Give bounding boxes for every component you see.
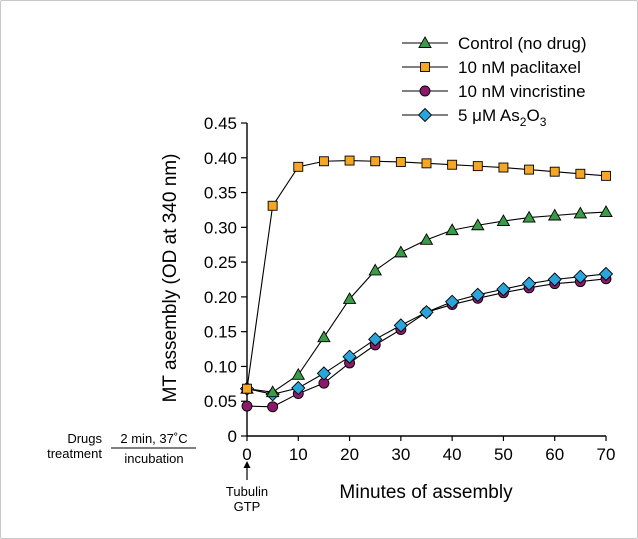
x-tick-label: 30 bbox=[391, 445, 410, 464]
data-point-paclitaxel bbox=[575, 168, 586, 179]
x-tick-label: 40 bbox=[443, 445, 462, 464]
x-tick-label: 0 bbox=[242, 445, 251, 464]
data-point-control bbox=[342, 292, 357, 304]
legend-symbol-control bbox=[402, 36, 448, 48]
data-point-paclitaxel bbox=[498, 162, 509, 173]
y-tick-label: 0.35 bbox=[204, 184, 237, 203]
series-layer bbox=[239, 155, 614, 413]
data-point-paclitaxel bbox=[421, 158, 432, 169]
legend-symbol-as2o3 bbox=[402, 107, 448, 123]
data-point-vincristine bbox=[241, 400, 253, 412]
data-point-paclitaxel bbox=[344, 155, 355, 166]
gtp-label: GTP bbox=[234, 499, 261, 514]
incubation-condition-label: 2 min, 37˚C bbox=[120, 431, 187, 446]
data-point-paclitaxel bbox=[242, 383, 252, 394]
y-axis-label: MT assembly (OD at 340 nm) bbox=[160, 154, 181, 403]
legend-marker-control bbox=[418, 36, 432, 48]
x-tick-label: 50 bbox=[494, 445, 513, 464]
data-point-as2o3 bbox=[521, 276, 537, 291]
legend-marker-vincristine bbox=[419, 85, 431, 97]
legend-as2o3-sub2: 3 bbox=[540, 115, 547, 129]
data-point-control bbox=[394, 245, 408, 258]
legend-symbol-paclitaxel bbox=[402, 62, 448, 72]
tubulin-arrow-head bbox=[243, 461, 251, 468]
legend-marker-paclitaxel bbox=[420, 62, 430, 72]
data-point-as2o3 bbox=[547, 272, 562, 287]
data-point-paclitaxel bbox=[549, 166, 560, 177]
data-point-as2o3 bbox=[368, 332, 383, 347]
x-tick-label: 20 bbox=[340, 445, 359, 464]
data-point-as2o3 bbox=[598, 266, 614, 282]
legend-label-paclitaxel: 10 nM paclitaxel bbox=[458, 58, 581, 77]
data-point-control bbox=[317, 330, 331, 343]
legend: Control (no drug) 10 nM paclitaxel 10 nM… bbox=[402, 34, 587, 129]
data-point-paclitaxel bbox=[601, 170, 611, 181]
data-point-as2o3 bbox=[419, 305, 434, 320]
data-point-paclitaxel bbox=[395, 157, 406, 167]
legend-label-as2o3: 5 μM As2O3 bbox=[458, 106, 547, 129]
data-point-control bbox=[547, 208, 562, 221]
tubulin-label: Tubulin bbox=[226, 484, 268, 499]
legend-as2o3-sub1: 2 bbox=[520, 115, 527, 129]
y-tick-label: 0.15 bbox=[204, 323, 237, 342]
data-point-vincristine bbox=[267, 401, 279, 413]
data-point-as2o3 bbox=[291, 380, 306, 396]
legend-label-vincristine: 10 nM vincristine bbox=[458, 82, 586, 101]
data-point-as2o3 bbox=[342, 349, 357, 364]
legend-symbol-vincristine bbox=[402, 85, 448, 97]
x-tick-label: 60 bbox=[545, 445, 564, 464]
data-point-control bbox=[419, 232, 434, 245]
y-tick-label: 0.45 bbox=[204, 114, 237, 133]
x-tick-label: 70 bbox=[597, 445, 616, 464]
y-ticks: 0 0.05 0.10 0.15 0.20 0.25 0.30 0.35 0.40 0.45 bbox=[204, 114, 247, 446]
data-point-as2o3 bbox=[470, 287, 485, 302]
y-tick-label: 0.40 bbox=[204, 149, 237, 168]
data-point-as2o3 bbox=[496, 282, 511, 297]
legend-marker-as2o3 bbox=[417, 107, 433, 123]
data-point-control bbox=[471, 218, 485, 231]
series-line-paclitaxel bbox=[246, 160, 607, 389]
treatment-label: treatment bbox=[47, 446, 102, 461]
x-axis-label: Minutes of assembly bbox=[339, 482, 513, 503]
data-point-as2o3 bbox=[316, 366, 332, 381]
data-point-paclitaxel bbox=[447, 159, 458, 170]
data-point-paclitaxel bbox=[370, 156, 381, 167]
incubation-label: incubation bbox=[124, 451, 183, 466]
data-point-control bbox=[265, 385, 280, 398]
data-point-paclitaxel bbox=[267, 200, 278, 211]
data-point-control bbox=[368, 263, 382, 276]
y-tick-label: 0.05 bbox=[204, 392, 237, 411]
data-point-as2o3 bbox=[393, 318, 408, 333]
data-point-control bbox=[599, 205, 613, 217]
data-point-paclitaxel bbox=[293, 161, 304, 172]
data-point-control bbox=[445, 223, 459, 236]
data-point-as2o3 bbox=[445, 294, 460, 309]
data-point-control bbox=[522, 210, 536, 223]
x-ticks: 0 10 20 30 40 50 60 70 bbox=[242, 436, 615, 464]
y-tick-label: 0.30 bbox=[204, 218, 237, 237]
data-point-control bbox=[496, 214, 511, 227]
x-tick-label: 10 bbox=[289, 445, 308, 464]
data-point-control bbox=[291, 367, 306, 380]
y-tick-label: 0 bbox=[228, 427, 237, 446]
drugs-label: Drugs bbox=[67, 431, 102, 446]
y-tick-label: 0.10 bbox=[204, 357, 237, 376]
data-point-control bbox=[573, 206, 588, 219]
data-point-paclitaxel bbox=[472, 161, 483, 172]
legend-as2o3-mid: O bbox=[526, 106, 539, 125]
data-point-paclitaxel bbox=[524, 164, 535, 175]
legend-as2o3-part1: 5 μM As bbox=[458, 106, 520, 125]
data-point-paclitaxel bbox=[318, 156, 329, 167]
y-tick-label: 0.25 bbox=[204, 253, 237, 272]
y-tick-label: 0.20 bbox=[204, 288, 237, 307]
legend-label-control: Control (no drug) bbox=[458, 34, 587, 53]
data-point-as2o3 bbox=[573, 269, 588, 284]
